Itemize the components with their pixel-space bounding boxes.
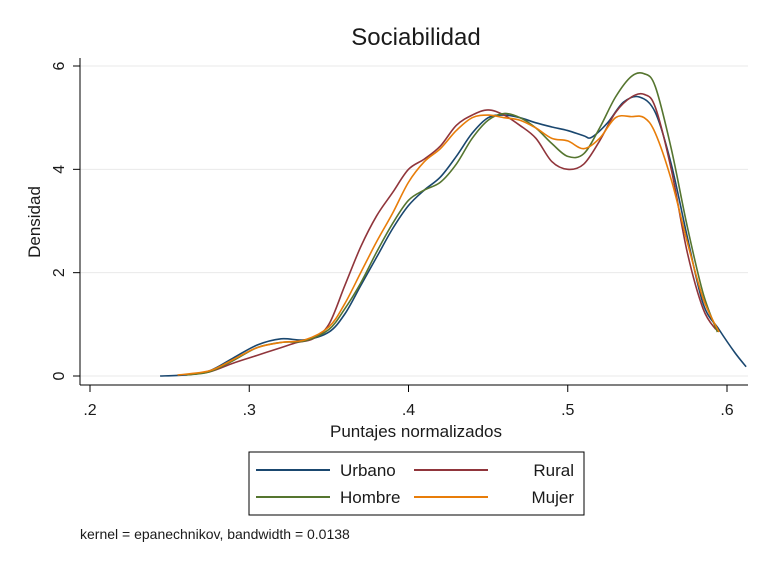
x-tick-label: .5 xyxy=(561,402,574,419)
series-group xyxy=(160,71,747,377)
grid-lines xyxy=(80,65,748,377)
x-tick-label: .2 xyxy=(83,402,96,419)
series-line-mujer xyxy=(177,114,720,376)
kernel-note: kernel = epanechnikov, bandwidth = 0.013… xyxy=(80,526,350,542)
legend-label-urbano: Urbano xyxy=(340,461,396,480)
y-tick-label: 4 xyxy=(51,165,68,174)
x-tick-label: .6 xyxy=(720,402,733,419)
x-axis-label: Puntajes normalizados xyxy=(330,422,502,441)
y-axis-label: Densidad xyxy=(25,186,44,258)
legend-label-mujer: Mujer xyxy=(531,488,574,507)
y-tick-label: 6 xyxy=(51,61,68,70)
x-tick-label: .3 xyxy=(243,402,256,419)
legend: Urbano Rural Hombre Mujer xyxy=(248,451,585,516)
legend-box xyxy=(248,451,585,516)
series-line-hombre xyxy=(185,71,719,376)
legend-label-rural: Rural xyxy=(533,461,574,480)
legend-label-hombre: Hombre xyxy=(340,488,400,507)
y-tick-label: 2 xyxy=(51,268,68,277)
axes: 0 2 4 6 .2 .3 .4 .5 .6 xyxy=(51,58,748,419)
chart-title: Sociabilidad xyxy=(351,24,480,51)
x-tick-label: .4 xyxy=(402,402,415,419)
y-tick-label: 0 xyxy=(51,371,68,380)
